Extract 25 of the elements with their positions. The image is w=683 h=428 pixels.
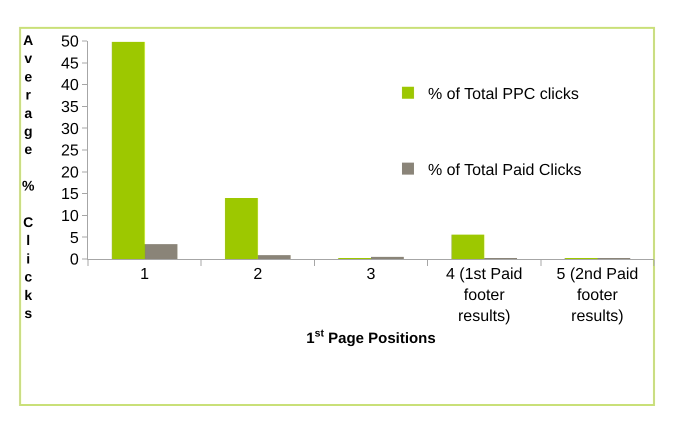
y-tick-label: 15 — [61, 186, 79, 204]
y-tick-label: 5 — [70, 230, 79, 247]
bar — [451, 234, 484, 259]
bar — [144, 244, 178, 259]
y-tick-label: 45 — [61, 55, 79, 72]
x-axis-title: 1$^{st}$ Page Positions — [306, 328, 436, 347]
legend-label: % of Total PPC clicks — [428, 86, 579, 104]
x-tick-label: 1 — [140, 266, 150, 284]
legend-label: % of Total Paid Clicks — [428, 162, 582, 179]
text: Average % Clicks — [22, 32, 34, 321]
x-tick-label: 2 — [253, 266, 262, 284]
bar — [224, 198, 258, 259]
y-tick-label: 40 — [61, 77, 79, 94]
y-tick-label: 30 — [61, 120, 79, 138]
y-tick-label: 35 — [61, 99, 79, 116]
bar — [112, 42, 145, 259]
y-tick-label: 20 — [61, 164, 79, 182]
y-tick-label: 0 — [70, 252, 79, 269]
y-tick-label: 10 — [61, 208, 79, 225]
x-tick-label: 5 (2nd Paid footer results) — [556, 266, 638, 325]
bar — [258, 255, 291, 259]
x-tick-label: 4 (1st Paid footer results) — [446, 266, 522, 325]
y-tick-label: 25 — [61, 142, 79, 160]
x-tick-label: 3 — [366, 266, 376, 284]
y-tick-label: 50 — [61, 34, 79, 51]
